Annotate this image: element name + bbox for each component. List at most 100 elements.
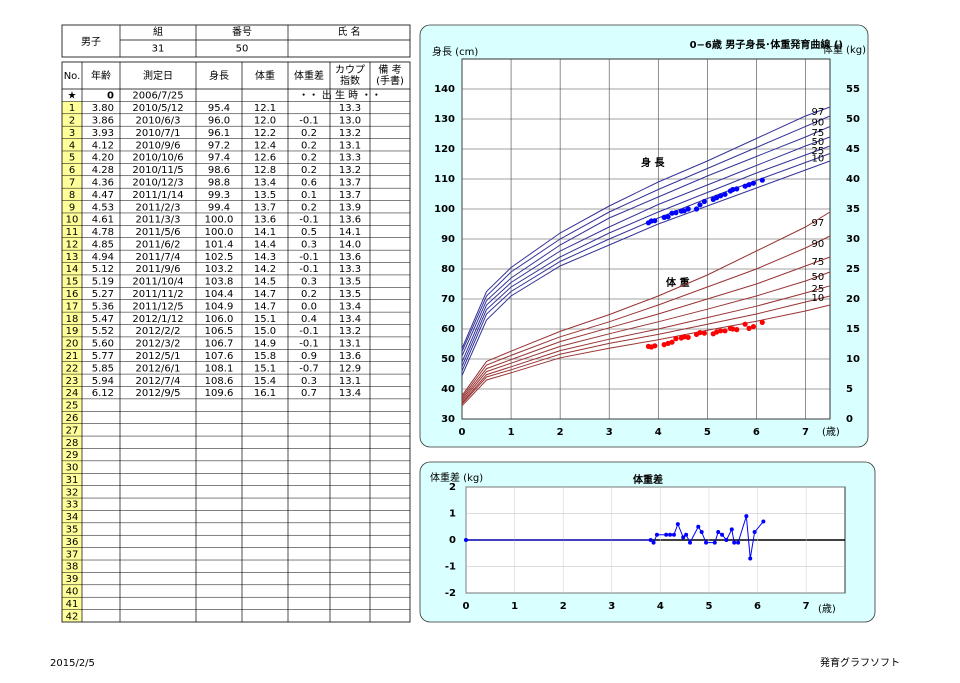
table-cell: 12.6 [254, 153, 276, 164]
data-point [701, 198, 707, 205]
table-cell: 4.20 [92, 153, 114, 164]
diff-point [654, 532, 659, 537]
table-cell: 13.3 [339, 264, 361, 275]
table-cell: 2010/12/3 [132, 177, 183, 188]
table-cell: 2010/7/1 [136, 128, 181, 139]
table-cell: 2010/6/3 [136, 115, 181, 126]
percentile-curve [461, 153, 831, 372]
data-point [669, 339, 675, 345]
column-header: (手書) [376, 74, 404, 87]
percentile-label: 97 [811, 107, 824, 118]
table-cell: 13.6 [254, 215, 276, 226]
y2-axis-label: 体重 (kg) [823, 43, 866, 56]
table-cell: 0.3 [301, 239, 317, 250]
table-cell: 2011/10/4 [132, 277, 183, 288]
y-tick-label: 2 [449, 482, 456, 493]
table-cell: 40 [66, 587, 79, 598]
diff-point [668, 532, 673, 537]
table-cell: 13 [66, 252, 79, 263]
chart-title: 体重差 [633, 473, 663, 486]
table-cell: 19 [66, 326, 79, 337]
table-cell: 23 [66, 376, 79, 387]
table-cell: 34 [66, 512, 79, 523]
table-cell: 12.9 [339, 363, 361, 374]
chart-title: 0−6歳 男子身長･体重発育曲線 () [690, 38, 843, 51]
table-cell: 13.3 [339, 103, 361, 114]
x-tick-label: 0 [463, 601, 470, 612]
table-cell: 5.12 [92, 264, 114, 275]
y-tick-label: 0 [449, 535, 456, 546]
table-cell: 14.1 [254, 227, 276, 238]
column-header: 体重差 [294, 69, 324, 82]
table-cell: 0.5 [301, 227, 317, 238]
y-axis-label: 身長 (cm) [432, 45, 478, 58]
diff-point [724, 538, 729, 542]
header-value: 50 [236, 44, 249, 55]
table-cell: 14.5 [254, 277, 276, 288]
x-tick-label: 5 [705, 601, 712, 612]
table-cell: 106.0 [205, 314, 234, 325]
diff-point [712, 540, 717, 545]
table-cell: 13.5 [339, 277, 361, 288]
table-cell: 4.47 [92, 190, 114, 201]
table-cell: 13.1 [339, 140, 361, 151]
table-cell: 12.8 [254, 165, 276, 176]
data-point [717, 193, 724, 199]
y-tick-label: 50 [441, 354, 455, 365]
column-header: 指数 [340, 74, 360, 87]
table-cell: 2012/6/1 [136, 363, 181, 374]
x-tick-label: 3 [608, 601, 615, 612]
table-cell: 14.3 [254, 252, 276, 263]
diff-point [752, 530, 757, 535]
table-cell: 2010/5/12 [132, 103, 183, 114]
table-cell: 0.2 [301, 140, 317, 151]
percentile-curve [461, 160, 831, 376]
x-unit: (歳) [822, 426, 840, 438]
data-point [697, 202, 703, 208]
diff-point [748, 556, 753, 561]
table-cell: 13.0 [339, 115, 361, 126]
table-cell: 0.1 [301, 190, 317, 201]
percentile-label: 25 [811, 146, 824, 157]
data-point [750, 180, 757, 186]
data-point [742, 183, 748, 189]
table-cell: 109.6 [205, 388, 234, 399]
column-header: カウプ [335, 64, 365, 76]
diff-point [744, 514, 749, 519]
y2-tick-label: 55 [846, 84, 860, 95]
table-cell: 5.36 [92, 301, 114, 312]
table-cell: 4 [69, 140, 75, 151]
table-cell: -0.7 [299, 363, 319, 374]
table-cell: 5.60 [92, 339, 114, 350]
percentile-label: 75 [811, 128, 824, 139]
table-cell: 12.1 [254, 103, 276, 114]
table-cell: 13.3 [339, 153, 361, 164]
table-cell: 107.6 [205, 351, 234, 362]
table-cell: 22 [66, 363, 79, 374]
table-cell: 2010/10/6 [132, 153, 183, 164]
table-cell: 12.0 [254, 115, 276, 126]
table-box [61, 61, 411, 623]
table-cell: 14.2 [254, 264, 276, 275]
diff-point [681, 535, 686, 540]
table-cell: 2012/7/4 [136, 376, 181, 387]
table-cell: 2011/5/6 [136, 227, 181, 238]
column-header: 身長 [209, 69, 229, 82]
table-cell: 5.47 [92, 314, 114, 325]
table-cell: 106.5 [205, 326, 234, 337]
table-cell: 32 [66, 487, 79, 498]
data-point [652, 343, 658, 349]
table-cell: 4.78 [92, 227, 114, 238]
weight-label: 体 重 [666, 276, 689, 289]
table-cell: 4.36 [92, 177, 114, 188]
table-cell: 0.3 [301, 376, 317, 387]
table-cell: 4.12 [92, 140, 114, 151]
percentile-curve [461, 304, 831, 407]
percentile-curve [461, 126, 831, 357]
diff-point [648, 538, 653, 542]
data-point [685, 206, 691, 212]
table-cell: 4.61 [92, 215, 114, 226]
header-label: 番号 [232, 26, 252, 38]
table-cell: 6.12 [92, 388, 114, 399]
table-cell: 15.4 [254, 376, 276, 387]
